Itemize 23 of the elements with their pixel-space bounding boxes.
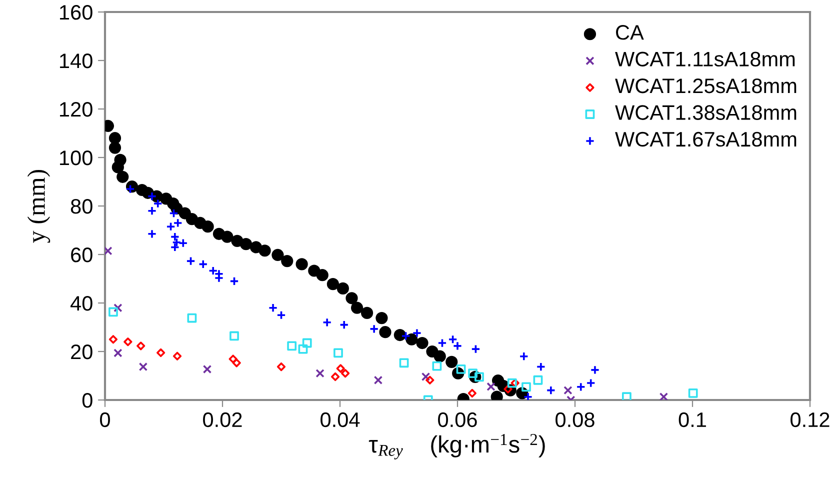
x-tick-label: 0.04: [320, 412, 360, 428]
x-tick-label: 0.08: [556, 412, 594, 428]
y-tick-label: 60: [71, 248, 92, 262]
y-tick-label: 140: [60, 54, 92, 68]
legend-label: WCAT1.11sA18mm: [615, 52, 795, 67]
y-axis-title: y (mm): [27, 170, 50, 243]
y-tick-label: 160: [60, 5, 92, 20]
y-tick-label: 40: [70, 296, 92, 311]
text: τ$_{Rey}$ (kg·m$^{−1}$s$^{−2}$): [368, 434, 545, 460]
y-tick-label: 100: [60, 150, 92, 166]
y-tick-label: 0: [82, 393, 92, 408]
legend-label: WCAT1.25sA18mm: [615, 78, 796, 94]
legend-label: WCAT1.67sA18mm: [615, 132, 796, 147]
y-tick-label: 120: [60, 102, 92, 117]
x-tick-label: 0: [100, 412, 110, 428]
y-tick-label: 20: [71, 344, 92, 360]
x-tick-label: 0.12: [790, 412, 830, 428]
y-tick-label: 80: [70, 199, 92, 214]
x-tick-label: 0.02: [203, 412, 242, 428]
legend-label: CA: [616, 25, 644, 40]
legend-label: WCAT1.38sA18mm: [615, 105, 796, 120]
x-tick-label: 0.06: [438, 412, 477, 428]
x-tick-label: 0.1: [678, 412, 706, 428]
